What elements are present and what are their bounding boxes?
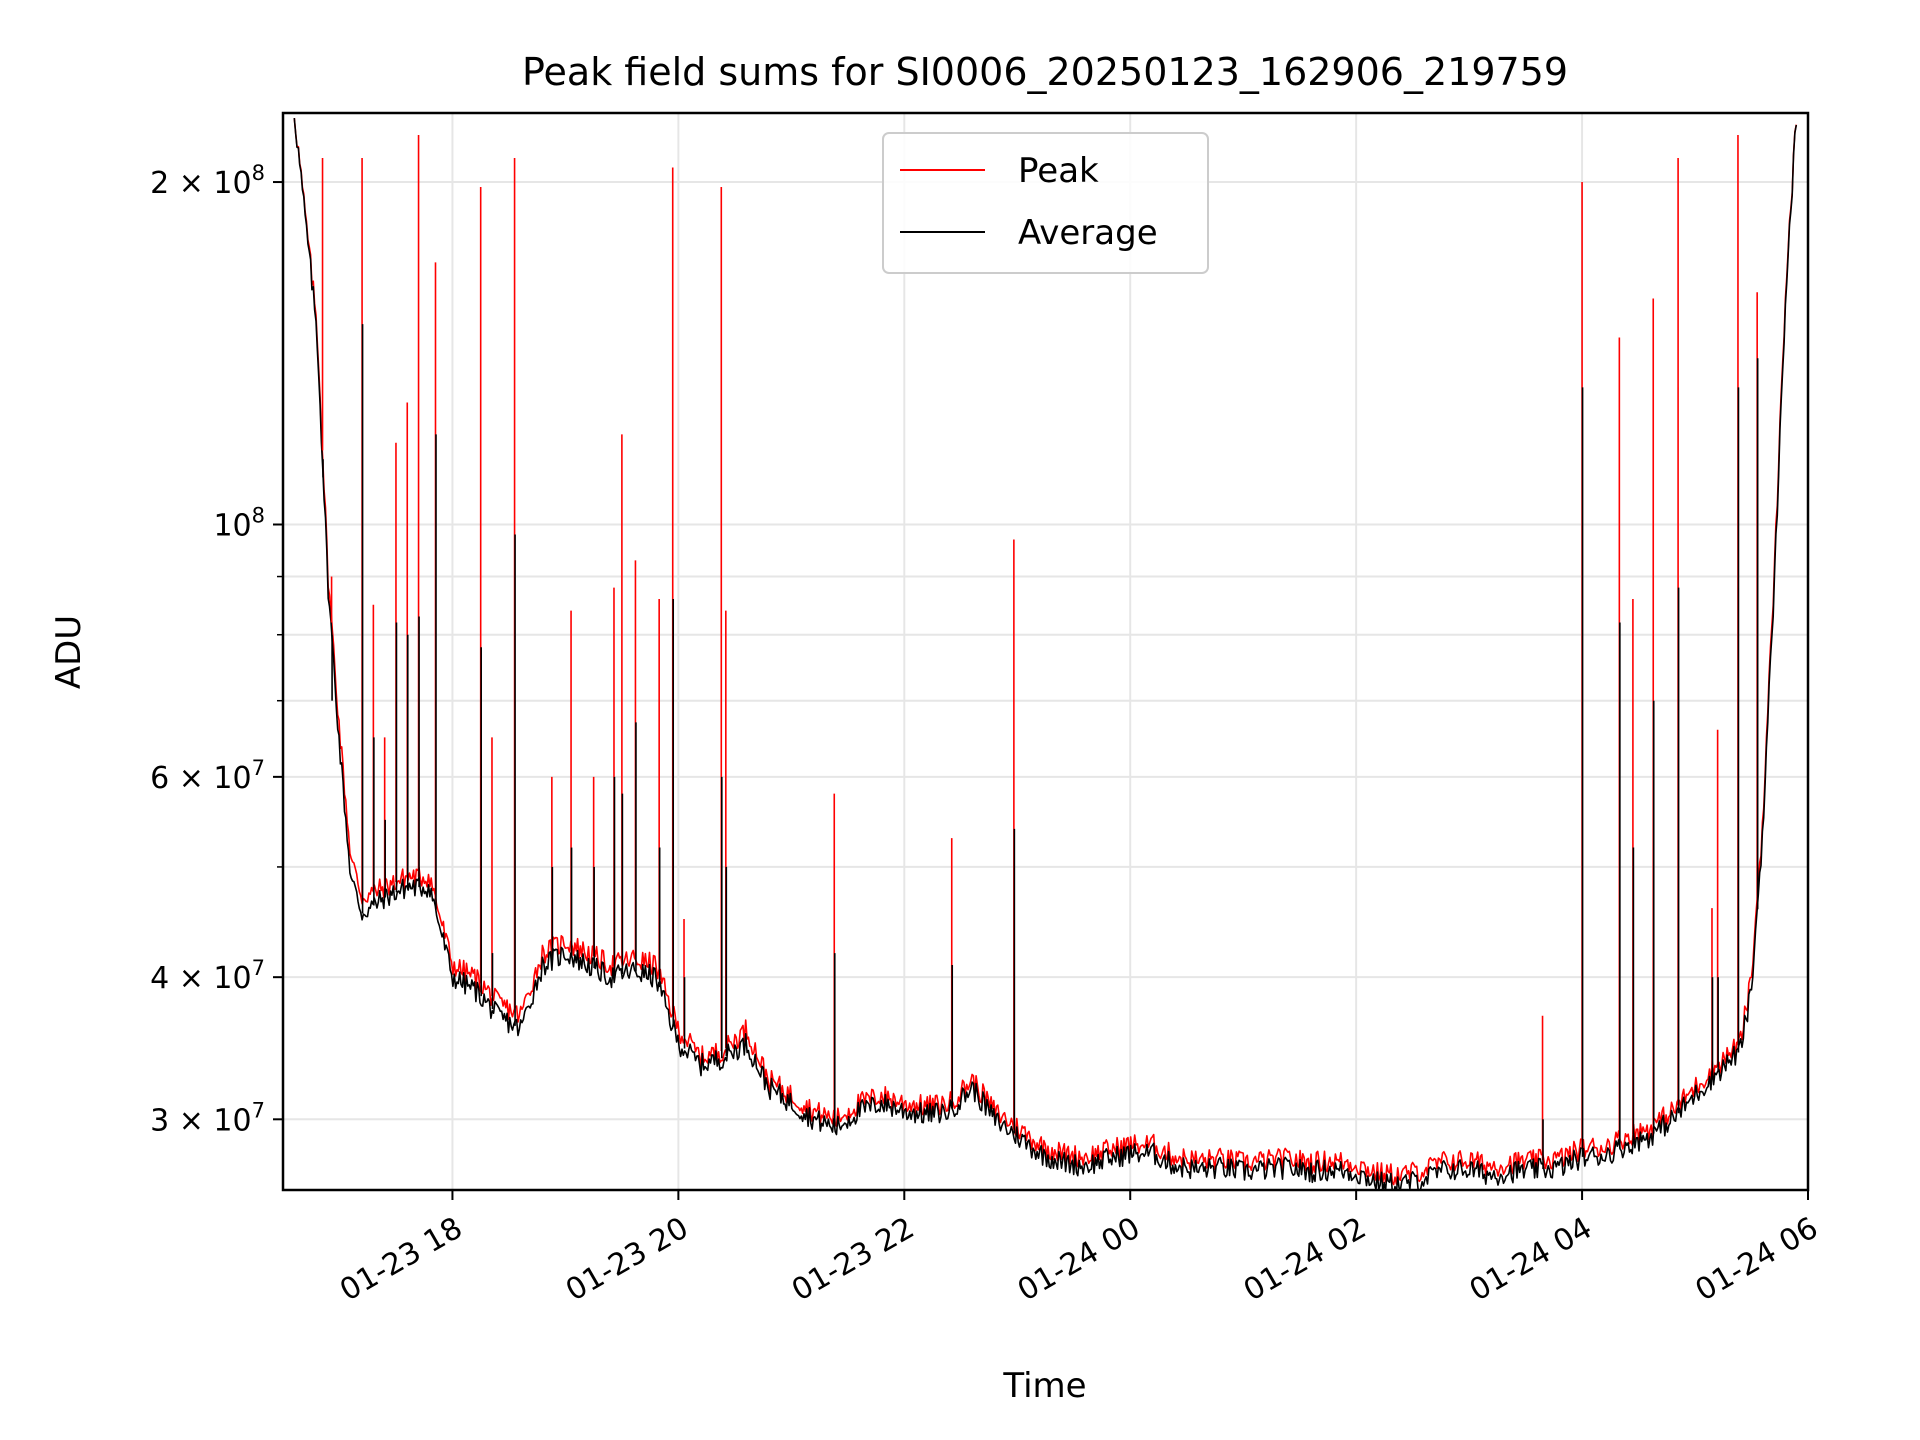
y-tick-label: 4 × 107 — [150, 956, 265, 996]
plot-frame — [281, 111, 1810, 1192]
y-axis-label: ADU — [49, 615, 89, 689]
series-group — [293, 118, 1798, 1190]
legend-average-label: Average — [1018, 213, 1158, 253]
legend: Peak Average — [882, 132, 1209, 274]
x-axis-label: Time — [1002, 1366, 1086, 1406]
peak-series-line — [293, 118, 1798, 1186]
legend-box — [882, 132, 1209, 274]
y-tick-label: 6 × 107 — [150, 756, 265, 796]
series-layer — [293, 118, 1798, 1190]
y-tick-label: 108 — [213, 503, 265, 543]
legend-peak-label: Peak — [1018, 151, 1099, 191]
chart-title: Peak field sums for SI0006_20250123_1629… — [522, 50, 1568, 94]
y-tick-label: 2 × 108 — [150, 161, 265, 201]
y-tick-label: 3 × 107 — [150, 1098, 265, 1138]
average-series-line — [293, 118, 1798, 1190]
